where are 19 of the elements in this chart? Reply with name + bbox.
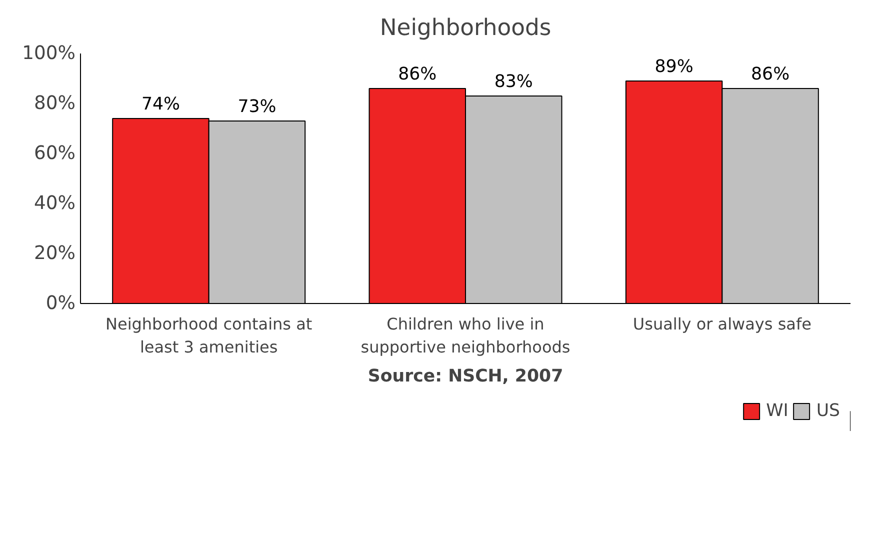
chart-title: Neighborhoods	[380, 15, 552, 41]
data-label: 73%	[238, 97, 276, 117]
y-tick-label: 80%	[34, 93, 76, 114]
y-tick-label: 40%	[34, 193, 76, 214]
x-tick-label: Neighborhood contains at least 3 amenities	[106, 314, 312, 356]
data-label: 86%	[398, 64, 437, 84]
data-label: 83%	[494, 72, 533, 92]
data-label: 89%	[654, 57, 694, 77]
data-label: 86%	[751, 64, 790, 84]
source-note: Source: NSCH, 2007	[368, 366, 564, 386]
legend-label: WI	[766, 401, 788, 421]
x-tick-label: Children who live in supportive neighborhoods	[360, 314, 570, 356]
y-tick-label: 0%	[46, 293, 76, 314]
x-tick-label: Usually or always safe	[632, 314, 812, 334]
y-tick-label: 100%	[22, 43, 76, 64]
data-label: 74%	[141, 94, 180, 114]
legend-label: US	[816, 401, 840, 421]
y-tick-label: 60%	[34, 143, 76, 164]
y-tick-label: 20%	[34, 243, 76, 264]
